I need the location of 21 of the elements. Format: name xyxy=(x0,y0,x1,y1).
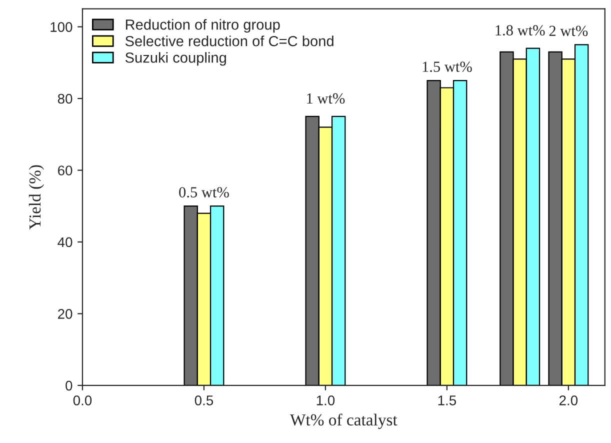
annotation: 1 wt% xyxy=(307,93,345,104)
annotation: 2 wt% xyxy=(549,26,588,36)
y-tick-label: 60 xyxy=(58,166,72,176)
x-tick-label: 2.0 xyxy=(559,396,578,406)
annotation: 1.5 wt% xyxy=(422,62,472,72)
legend-label: Reduction of nitro group xyxy=(126,19,280,33)
x-tick-label: 1.5 xyxy=(438,396,456,406)
x-tick-label: 0.5 xyxy=(194,396,214,406)
x-axis-title: Wt% of catalyst xyxy=(290,414,398,429)
x-tick-label: 1.0 xyxy=(316,396,335,406)
y-tick-label: 40 xyxy=(58,237,72,248)
y-tick-label: 20 xyxy=(58,309,72,319)
y-tick-label: 100 xyxy=(50,22,72,32)
annotation: 0.5 wt% xyxy=(179,187,229,198)
annotation: 1.8 wt% xyxy=(496,25,545,36)
y-tick-label: 0 xyxy=(66,380,72,391)
y-tick-label: 80 xyxy=(58,94,72,104)
y-axis-title: Yield (%) xyxy=(28,165,44,230)
legend-label: Suzuki coupling xyxy=(125,52,226,66)
x-tick-label: 0.0 xyxy=(73,396,92,406)
legend-label: Selective reduction of C=C bond xyxy=(125,36,334,46)
